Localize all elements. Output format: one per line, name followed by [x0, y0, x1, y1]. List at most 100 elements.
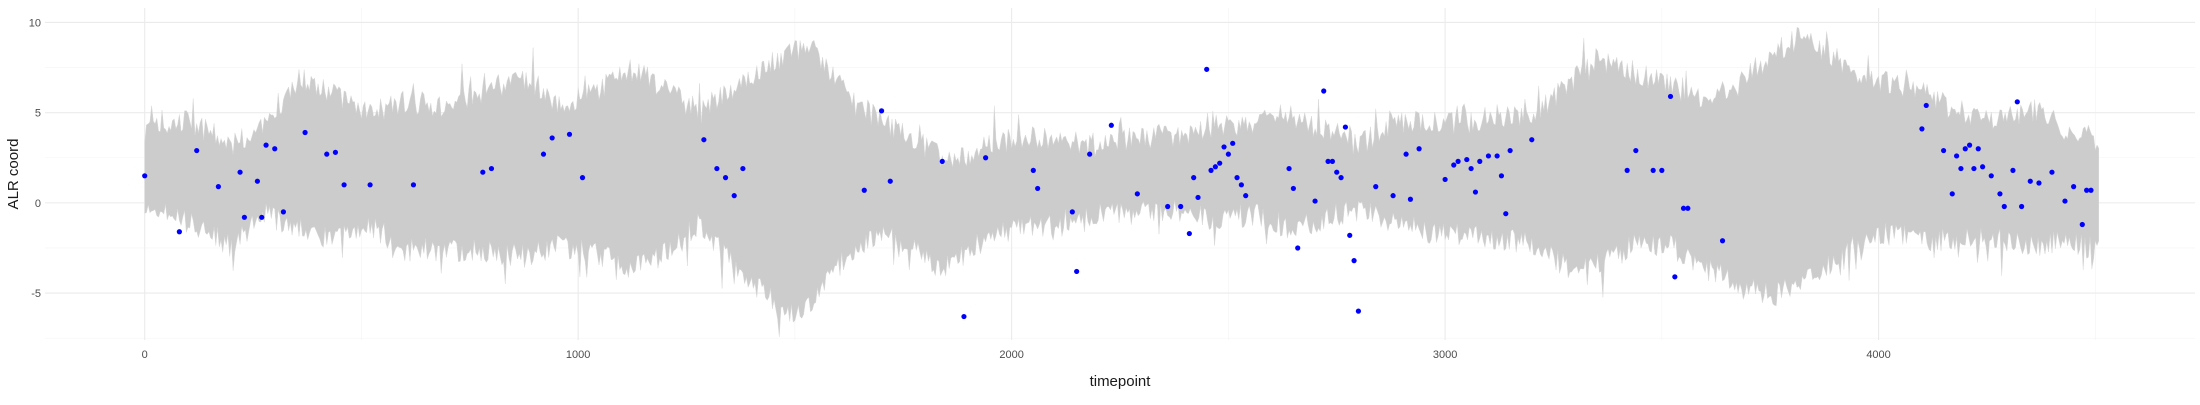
data-point: [1680, 205, 1687, 211]
x-tick-label: 4000: [1866, 349, 1890, 361]
data-point: [1919, 126, 1925, 132]
x-tick-label: 1000: [566, 349, 590, 361]
data-point: [1087, 151, 1093, 157]
data-point: [1667, 93, 1674, 100]
data-point: [1208, 167, 1214, 173]
y-tick-label: -5: [31, 288, 41, 300]
trajectory-band: [144, 26, 2100, 337]
data-point: [1234, 175, 1240, 181]
data-point: [1355, 308, 1362, 314]
data-point: [1659, 167, 1665, 173]
data-point: [722, 175, 729, 181]
data-point: [1286, 165, 1292, 172]
data-point: [1997, 191, 2003, 197]
data-point: [1442, 176, 1448, 183]
data-point: [2001, 203, 2007, 210]
data-point: [961, 313, 967, 320]
data-point: [2084, 187, 2090, 193]
data-point: [714, 165, 720, 172]
data-point: [2049, 169, 2055, 175]
data-point: [1321, 88, 1327, 94]
data-point: [1477, 158, 1483, 164]
data-point: [1195, 194, 1201, 201]
data-point: [259, 214, 265, 220]
y-tick-label: 0: [35, 198, 41, 210]
data-point: [367, 182, 373, 188]
data-point: [1416, 146, 1422, 152]
data-point: [280, 209, 287, 215]
data-point: [1975, 146, 1981, 152]
data-point: [410, 182, 417, 188]
data-point: [887, 178, 893, 184]
data-point: [1230, 140, 1236, 146]
data-point: [1685, 205, 1691, 211]
data-point: [2036, 180, 2042, 186]
data-point: [1464, 156, 1470, 163]
band-area: [144, 26, 2100, 337]
x-tick-label: 0: [142, 349, 148, 361]
data-point: [1108, 122, 1114, 128]
data-point: [1191, 175, 1197, 181]
data-point: [215, 184, 221, 190]
y-axis-ticks: -5 0 5 10: [29, 17, 41, 300]
y-tick-label: 5: [35, 108, 41, 120]
data-point: [1485, 153, 1492, 159]
data-point: [341, 182, 347, 188]
y-axis-title: ALR coord: [5, 139, 22, 210]
data-point: [2014, 99, 2020, 105]
data-point: [241, 214, 247, 220]
data-point: [1958, 165, 1964, 172]
data-point: [1074, 268, 1080, 275]
data-point: [540, 151, 547, 157]
data-point: [1953, 153, 1960, 159]
x-axis-ticks: 0 1000 2000 3000 4000: [142, 349, 1891, 361]
data-point: [566, 131, 573, 137]
data-point: [1633, 147, 1639, 154]
data-point: [1221, 144, 1227, 150]
data-point: [1295, 245, 1301, 251]
data-point: [579, 175, 586, 181]
data-point: [740, 165, 746, 172]
x-tick-label: 3000: [1433, 349, 1457, 361]
data-point: [1329, 158, 1335, 164]
data-point: [1186, 230, 1192, 237]
data-point: [1212, 164, 1218, 170]
data-point: [488, 165, 495, 172]
data-point: [1178, 203, 1184, 210]
data-point: [2071, 184, 2077, 190]
data-point: [2088, 187, 2094, 193]
data-point: [1940, 147, 1947, 154]
data-point: [549, 135, 555, 141]
data-point: [701, 137, 707, 143]
data-point: [1672, 274, 1678, 280]
data-point: [1949, 191, 1955, 197]
data-point: [1498, 173, 1505, 179]
data-point: [1217, 160, 1223, 166]
data-point: [324, 151, 330, 157]
data-point: [302, 129, 308, 136]
data-point: [1472, 189, 1479, 195]
data-point: [2027, 178, 2033, 184]
x-axis-title: timepoint: [1090, 373, 1152, 390]
data-point: [1962, 146, 1968, 152]
data-point: [1351, 258, 1357, 264]
data-point: [1347, 232, 1353, 238]
data-point: [2079, 221, 2085, 228]
data-point: [1312, 198, 1318, 204]
data-point: [2019, 203, 2025, 210]
data-point: [1334, 169, 1340, 175]
data-point: [1923, 102, 1929, 109]
data-point: [1468, 165, 1474, 172]
data-point: [1338, 175, 1344, 181]
data-point: [1971, 165, 1977, 172]
data-point: [237, 169, 243, 175]
data-point: [480, 169, 486, 175]
data-point: [272, 146, 278, 152]
data-point: [332, 149, 339, 155]
data-point: [1243, 193, 1249, 199]
x-tick-label: 2000: [999, 349, 1023, 361]
data-point: [983, 155, 989, 161]
data-point: [1165, 203, 1171, 210]
data-point: [2062, 198, 2068, 204]
